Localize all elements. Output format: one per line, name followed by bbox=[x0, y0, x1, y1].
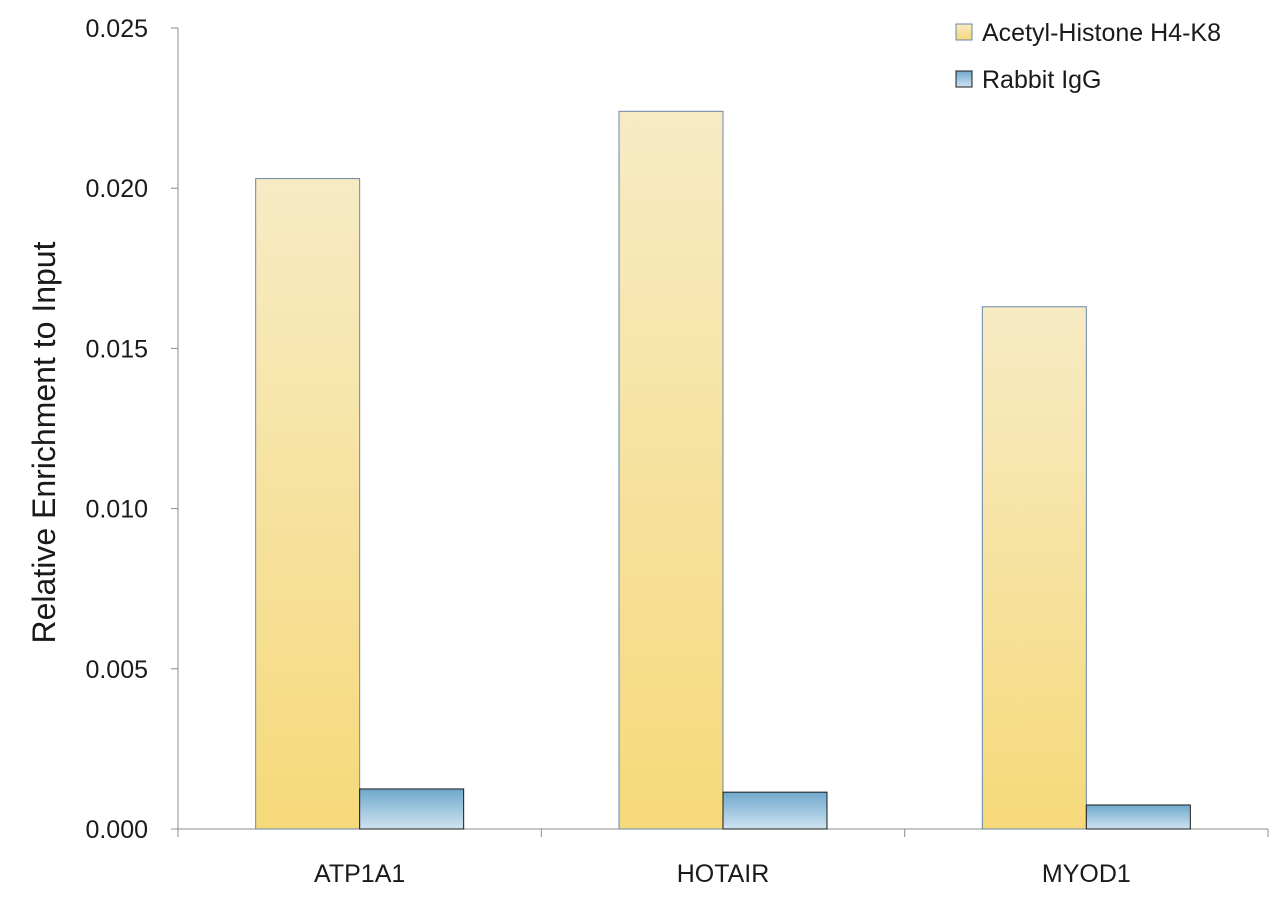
x-tick-label: ATP1A1 bbox=[314, 860, 405, 888]
bar-atp1a1-series-1 bbox=[255, 178, 361, 830]
y-tick-label: 0.005 bbox=[85, 656, 148, 684]
y-tick-label: 0.020 bbox=[85, 175, 148, 203]
bar-atp1a1-series-2 bbox=[359, 788, 465, 830]
legend-swatch-series-2 bbox=[955, 70, 973, 88]
y-tick-label: 0.010 bbox=[85, 496, 148, 524]
x-tick-label: HOTAIR bbox=[677, 860, 770, 888]
bars bbox=[255, 110, 1191, 830]
x-tick-label: MYOD1 bbox=[1042, 860, 1131, 888]
bar-myod1-series-2 bbox=[1085, 804, 1191, 830]
bar-hotair-series-2 bbox=[722, 791, 828, 830]
legend-label-series-1: Acetyl-Histone H4-K8 bbox=[982, 19, 1221, 47]
legend: Acetyl-Histone H4-K8 Rabbit IgG bbox=[955, 19, 1221, 94]
bar-myod1-series-1 bbox=[981, 306, 1087, 830]
y-tick-label: 0.015 bbox=[85, 335, 148, 363]
y-axis-title: Relative Enrichment to Input bbox=[26, 241, 62, 643]
axis-labels: 0.000 0.005 0.010 0.015 0.020 0.025 ATP1A1 HOTA… bbox=[26, 15, 1131, 888]
legend-label-series-2: Rabbit IgG bbox=[982, 66, 1102, 94]
y-tick-label: 0.000 bbox=[85, 816, 148, 844]
y-tick-label: 0.025 bbox=[85, 15, 148, 43]
bar-hotair-series-1 bbox=[618, 110, 724, 830]
legend-swatch-series-1 bbox=[955, 23, 973, 41]
